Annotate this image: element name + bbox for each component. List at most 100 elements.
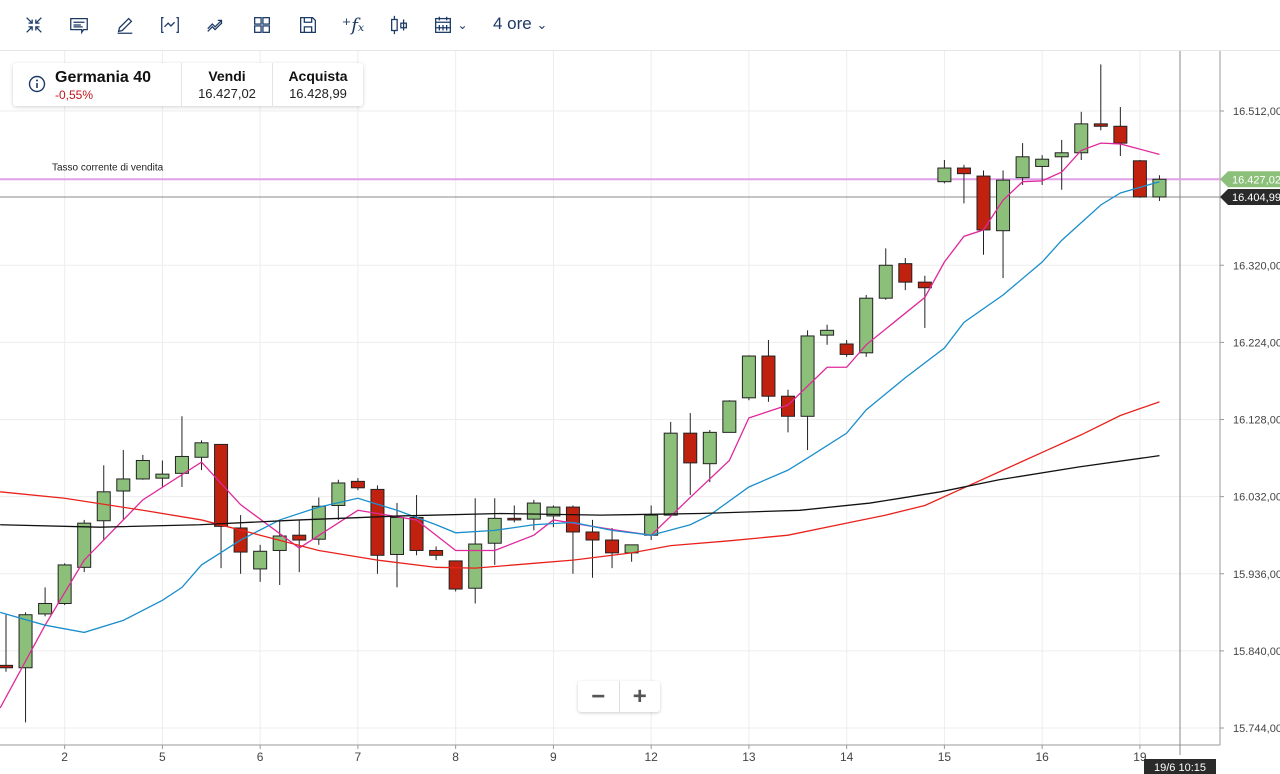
- buy-label: Acquista: [288, 68, 348, 84]
- x-tick-label: 19: [1133, 750, 1147, 764]
- candle-up: [663, 432, 678, 516]
- save-icon[interactable]: [296, 13, 320, 37]
- sell-price-tag: 16.427,02: [1232, 174, 1280, 186]
- candle-up: [820, 329, 835, 336]
- candle-down: [956, 167, 971, 175]
- function-icon[interactable]: ⁺𝑓ₓ: [341, 14, 365, 36]
- candle-down: [565, 506, 580, 533]
- candle-down: [507, 517, 522, 521]
- candle-down: [409, 517, 424, 551]
- instrument-name: Germania 40: [55, 69, 152, 86]
- candle-up: [1015, 156, 1030, 179]
- candle-down: [350, 480, 365, 489]
- info-icon[interactable]: [28, 75, 46, 93]
- candle-up: [468, 543, 483, 589]
- price-chart[interactable]: 16.512,00 16.320,00 16.224,00 16.128,00 16.0…: [0, 51, 1280, 774]
- chevron-down-icon: ⌄: [536, 17, 548, 32]
- draw-icon[interactable]: [113, 13, 137, 37]
- candle-up: [272, 535, 287, 551]
- cursor-time-tag: 19/6 10:15: [1154, 762, 1206, 774]
- candle-up: [546, 506, 561, 517]
- zoom-in-button[interactable]: +: [632, 682, 647, 710]
- candle-up: [57, 564, 72, 604]
- candle-up: [741, 355, 756, 399]
- sell-rate-label: Tasso corrente di vendita: [52, 162, 164, 173]
- calendar-icon: [435, 16, 452, 33]
- candle-type-icon[interactable]: [387, 13, 411, 37]
- x-tick-label: 2: [61, 750, 68, 764]
- candle-down: [1132, 160, 1147, 198]
- candle-down: [429, 549, 444, 556]
- cursor-price-tag-bg: [1220, 188, 1280, 205]
- candle-up: [526, 502, 541, 520]
- toolbar: ⁺𝑓ₓ ⌄ 4 ore ⌄: [0, 0, 1280, 51]
- chevron-down-icon: ⌄: [457, 18, 468, 32]
- instrument-panel: Germania 40 -0,55% Vendi 16.427,02 Acquis…: [13, 63, 363, 106]
- instrument-change: -0,55%: [55, 88, 94, 102]
- candle-up: [96, 491, 111, 522]
- calendar-dropdown[interactable]: ⌄: [430, 13, 470, 37]
- comment-icon[interactable]: [67, 13, 91, 37]
- candle-up: [253, 550, 268, 570]
- zoom-controls: − +: [578, 681, 660, 712]
- y-tick-label: 16.320,00: [1233, 260, 1280, 272]
- candle-up: [702, 431, 717, 465]
- x-tick-label: 14: [840, 750, 854, 764]
- candle-up: [174, 455, 189, 474]
- trend-icon[interactable]: [204, 13, 228, 37]
- candle-down: [292, 534, 307, 541]
- y-tick-label: 16.224,00: [1233, 337, 1280, 349]
- moving-average-ma_long: [0, 455, 1160, 528]
- candle-up: [1035, 158, 1050, 167]
- candle-up: [1054, 152, 1069, 158]
- candle-up: [390, 517, 404, 555]
- candle-up: [38, 602, 53, 615]
- y-tick-label: 15.936,00: [1233, 569, 1280, 581]
- moving-average-ma_mid: [0, 181, 1160, 634]
- candle-up: [1074, 123, 1089, 154]
- sell-label: Vendi: [208, 68, 246, 84]
- candle-up: [859, 297, 874, 354]
- candle-up: [116, 478, 131, 492]
- candle-up: [194, 442, 209, 458]
- sell-price-button[interactable]: Vendi 16.427,02: [182, 63, 273, 106]
- y-tick-label: 16.128,00: [1233, 415, 1280, 427]
- x-tick-label: 13: [742, 750, 756, 764]
- candle-down: [605, 539, 620, 554]
- moving-average-ma_slow: [0, 401, 1160, 569]
- sell-price-tag-bg: [1220, 171, 1280, 188]
- cursor-time-tag-bg: [1144, 759, 1216, 774]
- period-selector[interactable]: 4 ore ⌄: [493, 14, 547, 34]
- candle-up: [996, 179, 1011, 232]
- candle-down: [585, 531, 600, 541]
- candle-down: [898, 263, 913, 283]
- period-label: 4 ore: [493, 14, 532, 33]
- candle-down: [1093, 123, 1108, 127]
- y-tick-label: 15.744,00: [1233, 723, 1280, 735]
- candle-up: [800, 335, 815, 417]
- x-tick-label: 5: [159, 750, 166, 764]
- candle-down: [917, 281, 932, 289]
- candle-up: [722, 400, 737, 433]
- x-tick-label: 7: [355, 750, 362, 764]
- candle-down: [370, 488, 385, 556]
- layout-icon[interactable]: [250, 13, 274, 37]
- candle-up: [135, 459, 150, 480]
- x-tick-label: 12: [644, 750, 658, 764]
- candle-up: [155, 473, 170, 479]
- candle-down: [1113, 125, 1128, 144]
- candle-down: [214, 443, 229, 527]
- candle-up: [937, 167, 952, 183]
- buy-price-button[interactable]: Acquista 16.428,99: [273, 63, 363, 106]
- candle-up: [644, 514, 659, 536]
- y-tick-label: 16.032,00: [1233, 492, 1280, 504]
- x-tick-label: 9: [550, 750, 557, 764]
- zoom-out-button[interactable]: −: [578, 681, 620, 712]
- indicator-icon[interactable]: [158, 13, 182, 37]
- sell-value: 16.427,02: [198, 86, 256, 101]
- candle-up: [331, 482, 346, 506]
- x-tick-label: 16: [1035, 750, 1049, 764]
- candle-down: [839, 343, 854, 355]
- collapse-icon[interactable]: [22, 13, 46, 37]
- cursor-price-tag: 16.404,99: [1232, 192, 1280, 204]
